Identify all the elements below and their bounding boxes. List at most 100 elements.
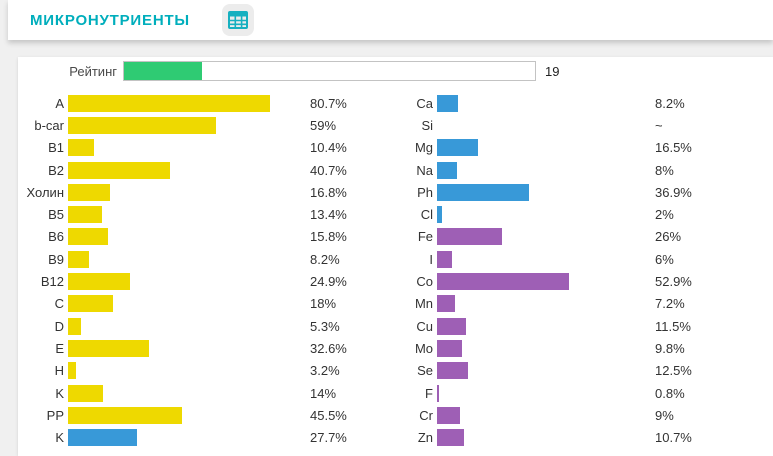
nutrient-row: B12 24.9% [18, 270, 378, 292]
nutrient-row: Zn 10.7% [368, 426, 773, 448]
nutrient-row: Si ~ [368, 114, 773, 136]
nutrient-row: I 6% [368, 248, 773, 270]
nutrient-label: A [55, 95, 64, 111]
nutrient-label: Se [417, 363, 433, 379]
nutrient-row: Холин 16.8% [18, 181, 378, 203]
rating-row: Рейтинг 19 [18, 61, 773, 82]
nutrient-row: B6 15.8% [18, 226, 378, 248]
nutrient-value: 16.5% [655, 140, 692, 156]
nutrient-bar [437, 183, 530, 201]
nutrient-bar [437, 206, 442, 224]
nutrient-label: Mo [414, 340, 433, 356]
nutrient-row: Cr 9% [368, 404, 773, 426]
nutrient-label: B5 [48, 207, 64, 223]
nutrient-value: 11.5% [655, 318, 691, 334]
nutrient-label: Ca [416, 95, 433, 111]
nutrient-value: 16.8% [310, 184, 347, 200]
nutrient-row: Fe 26% [368, 226, 773, 248]
nutrient-bar [437, 228, 502, 246]
nutrient-label: E [55, 340, 64, 356]
nutrient-bar [437, 139, 479, 157]
nutrient-bar [68, 295, 113, 313]
bar-track [437, 273, 687, 291]
bar-track [437, 384, 687, 402]
nutrient-bar [68, 384, 103, 402]
bar-track [437, 161, 687, 179]
nutrient-bar [437, 362, 469, 380]
nutrient-label: Cr [419, 407, 433, 423]
nutrient-bar [437, 429, 464, 447]
nutrient-bar [68, 116, 216, 134]
nutrient-bar [68, 362, 76, 380]
nutrient-label: B1 [48, 140, 64, 156]
bar-track [68, 429, 318, 447]
nutrient-label: B12 [40, 274, 64, 290]
nutrient-bar [437, 384, 439, 402]
bar-track [68, 339, 318, 357]
nutrient-label: Fe [417, 229, 433, 245]
chart-panel: Рейтинг 19 A 80.7% b-car 59% B1 10.4% B2… [18, 57, 773, 456]
nutrient-label: Co [416, 274, 433, 290]
nutrient-value: 40.7% [310, 162, 347, 178]
bar-track [68, 206, 318, 224]
nutrient-value: ~ [655, 117, 663, 133]
nutrient-label: Na [416, 162, 433, 178]
bar-track [68, 250, 318, 268]
bar-track [68, 317, 318, 335]
nutrient-bar [437, 250, 452, 268]
nutrient-value: 36.9% [655, 184, 692, 200]
bar-track [68, 384, 318, 402]
bar-track [437, 250, 687, 268]
bar-track [68, 116, 318, 134]
vitamins-column: A 80.7% b-car 59% B1 10.4% B2 40.7% Холи… [18, 92, 378, 449]
nutrient-label: Mg [414, 140, 433, 156]
nutrient-row: Ph 36.9% [368, 181, 773, 203]
nutrient-label: Ph [417, 184, 433, 200]
nutrient-bar [437, 161, 457, 179]
nutrient-label: F [425, 385, 433, 401]
bar-track [437, 139, 687, 157]
nutrient-bar [68, 429, 138, 447]
table-view-button[interactable] [222, 4, 254, 36]
bar-track [437, 362, 687, 380]
nutrient-row: Mo 9.8% [368, 337, 773, 359]
nutrient-value: 12.5% [655, 363, 692, 379]
nutrient-value: 8% [655, 162, 674, 178]
nutrient-row: Cl 2% [368, 203, 773, 225]
nutrient-value: 5.3% [310, 318, 340, 334]
bar-track [68, 362, 318, 380]
bar-track [437, 228, 687, 246]
nutrient-label: Si [421, 117, 433, 133]
nutrient-value: 10.7% [655, 430, 692, 446]
nutrient-row: K 14% [18, 382, 378, 404]
nutrient-row: Na 8% [368, 159, 773, 181]
bar-track [68, 161, 318, 179]
nutrient-label: Cu [416, 318, 433, 334]
nutrient-value: 27.7% [310, 430, 347, 446]
nutrient-row: F 0.8% [368, 382, 773, 404]
nutrient-bar [437, 94, 458, 112]
nutrient-label: B9 [48, 251, 64, 267]
nutrient-label: B2 [48, 162, 64, 178]
nutrient-row: K 27.7% [18, 426, 378, 448]
rating-label: Рейтинг [69, 64, 117, 79]
nutrient-label: PP [46, 407, 64, 423]
nutrient-row: Ca 8.2% [368, 92, 773, 114]
nutrient-row: Mn 7.2% [368, 293, 773, 315]
nutrient-bar [437, 295, 455, 313]
nutrient-label: K [55, 430, 64, 446]
nutrient-value: 32.6% [310, 340, 347, 356]
bar-track [68, 295, 318, 313]
nutrient-bar [68, 339, 150, 357]
rating-progress-fill [124, 62, 203, 80]
nutrient-label: H [54, 363, 64, 379]
nutrient-row: Cu 11.5% [368, 315, 773, 337]
table-grid-icon [228, 11, 248, 29]
nutrient-bar [68, 250, 89, 268]
nutrient-label: B6 [48, 229, 64, 245]
bar-track [437, 183, 687, 201]
nutrient-label: I [429, 251, 433, 267]
nutrient-value: 7.2% [655, 296, 685, 312]
nutrient-label: b-car [34, 117, 64, 133]
nutrient-row: PP 45.5% [18, 404, 378, 426]
